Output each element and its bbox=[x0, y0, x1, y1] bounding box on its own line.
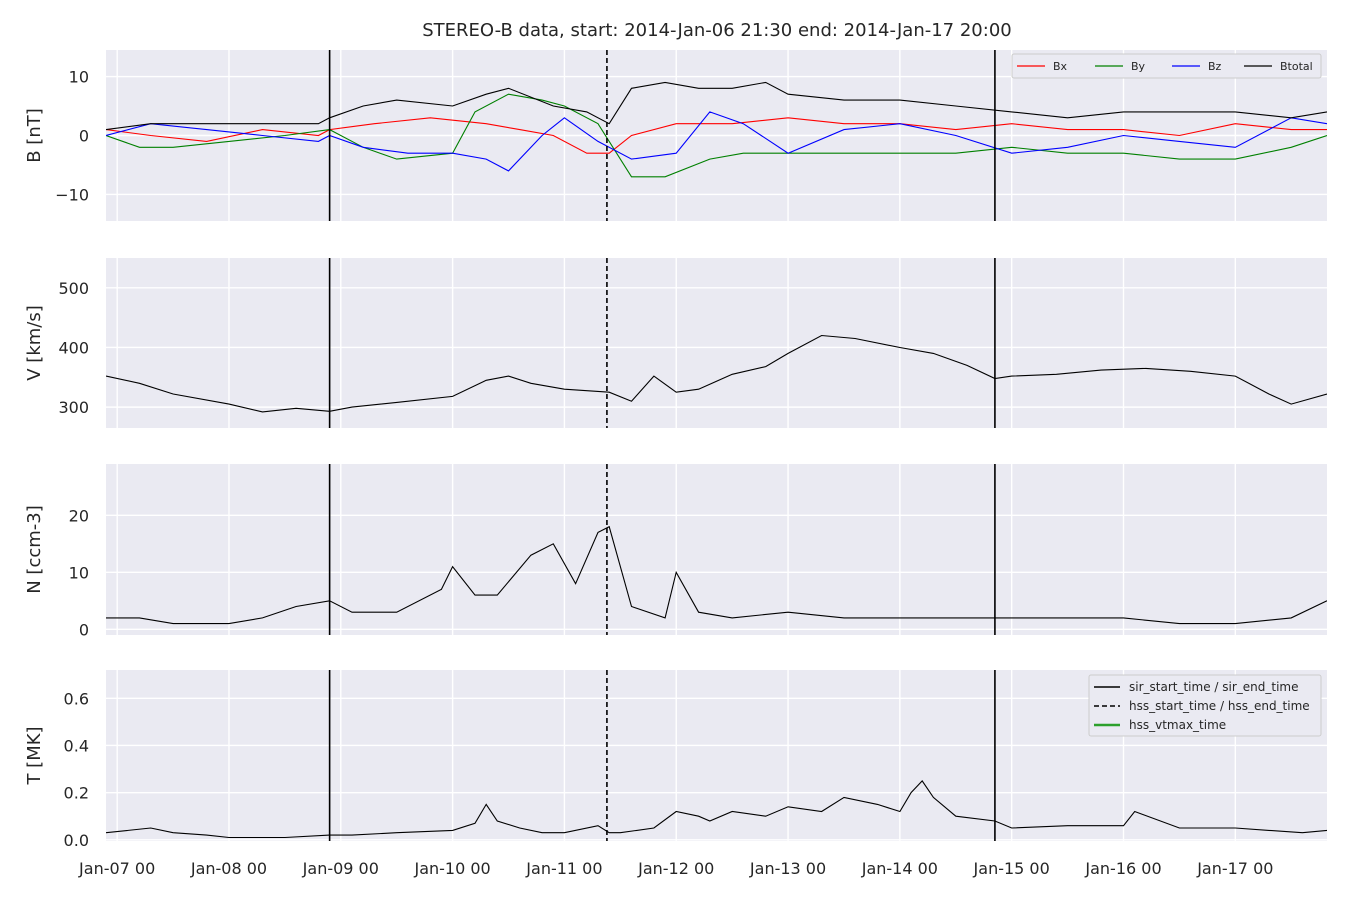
x-tick-label: Jan-16 00 bbox=[1084, 859, 1161, 878]
y-tick-label: −10 bbox=[55, 185, 89, 204]
figure-title: STEREO-B data, start: 2014-Jan-06 21:30 … bbox=[422, 20, 1011, 41]
y-tick-label: 10 bbox=[69, 563, 89, 582]
series-line-data bbox=[106, 525, 1327, 625]
x-tick-labels: Jan-07 00 Jan-08 00 Jan-09 00 Jan-10 00 Jan-… bbox=[78, 859, 1273, 878]
panel-background bbox=[106, 258, 1327, 428]
series-group bbox=[106, 780, 1327, 839]
legend-label: Bx bbox=[1053, 60, 1068, 73]
panel-2: 300 400 500 V [km/s] bbox=[24, 258, 1327, 428]
x-tick-label: Jan-13 00 bbox=[749, 859, 826, 878]
legend-b-components: Bx By Bz Btotal bbox=[1011, 53, 1322, 79]
x-tick-label: Jan-14 00 bbox=[861, 859, 938, 878]
y-tick-label: 0.4 bbox=[64, 736, 89, 755]
series-line-bx bbox=[106, 117, 1327, 154]
y-tick-label: 300 bbox=[58, 398, 89, 417]
y-axis-label: B [nT] bbox=[24, 108, 45, 163]
panel-1: −10 0 10 B [nT] Bx By Bz Btotal bbox=[24, 50, 1327, 221]
y-tick-label: 500 bbox=[58, 279, 89, 298]
y-tick-label: 0.6 bbox=[64, 689, 89, 708]
panels: −10 0 10 B [nT] Bx By Bz Btotal 300 400 500 V [km/s… bbox=[24, 50, 1327, 850]
series-line-data bbox=[106, 780, 1327, 839]
x-tick-label: Jan-08 00 bbox=[190, 859, 267, 878]
x-tick-label: Jan-10 00 bbox=[413, 859, 490, 878]
panel-4: 0.0 0.2 0.4 0.6 T [MK] sir_start_time / sir_e… bbox=[24, 670, 1327, 850]
legend-box bbox=[1088, 674, 1322, 737]
legend-label: hss_vtmax_time bbox=[1129, 718, 1226, 732]
x-tick-label: Jan-09 00 bbox=[302, 859, 379, 878]
y-tick-label: 0.0 bbox=[64, 831, 89, 850]
y-axis-label: V [km/s] bbox=[24, 305, 45, 380]
panel-3: 0 10 20 N [ccm-3] bbox=[24, 464, 1327, 639]
legend-label: By bbox=[1131, 60, 1146, 73]
x-tick-label: Jan-07 00 bbox=[78, 859, 155, 878]
y-tick-label: 20 bbox=[69, 506, 89, 525]
y-tick-label: 0 bbox=[79, 127, 89, 146]
y-tick-label: 400 bbox=[58, 338, 89, 357]
legend-label: hss_start_time / hss_end_time bbox=[1129, 699, 1310, 713]
y-tick-label: 0 bbox=[79, 620, 89, 639]
legend-label: Bz bbox=[1208, 60, 1222, 73]
series-line-bz bbox=[106, 111, 1327, 172]
series-line-by bbox=[106, 93, 1327, 178]
y-tick-label: 10 bbox=[69, 68, 89, 87]
series-group bbox=[106, 525, 1327, 625]
legend-box bbox=[1011, 53, 1322, 79]
legend-events: sir_start_time / sir_end_time hss_start_t… bbox=[1088, 674, 1322, 737]
series-group bbox=[106, 81, 1327, 178]
x-tick-label: Jan-11 00 bbox=[525, 859, 602, 878]
y-tick-label: 0.2 bbox=[64, 784, 89, 803]
series-line-btotal bbox=[106, 81, 1327, 131]
x-tick-label: Jan-17 00 bbox=[1196, 859, 1273, 878]
x-tick-label: Jan-15 00 bbox=[973, 859, 1050, 878]
y-axis-label: T [MK] bbox=[24, 726, 45, 785]
y-axis-label: N [ccm-3] bbox=[24, 505, 45, 594]
x-tick-label: Jan-12 00 bbox=[637, 859, 714, 878]
legend-label: Btotal bbox=[1280, 60, 1313, 73]
legend-label: sir_start_time / sir_end_time bbox=[1129, 680, 1299, 694]
